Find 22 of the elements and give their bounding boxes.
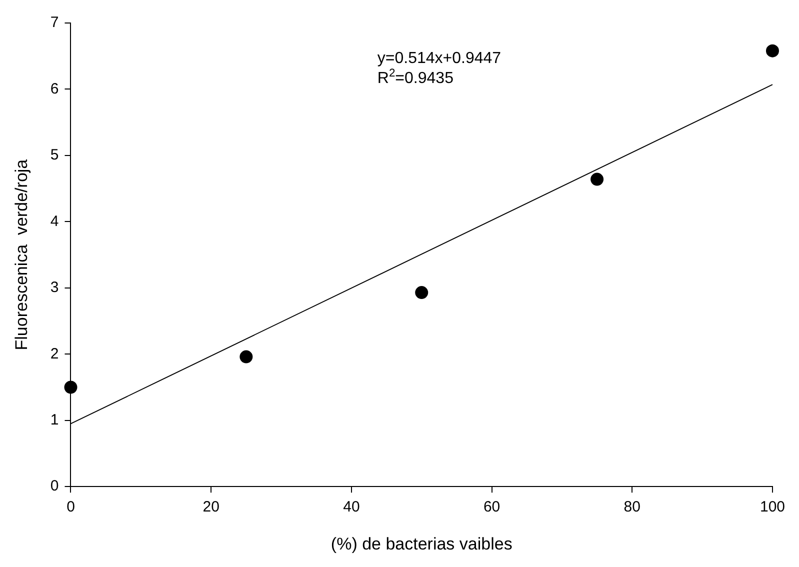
- x-axis-title: (%) de bacterias vaibles: [330, 534, 512, 554]
- y-axis-title: Fluorescenica verde/roja: [12, 158, 31, 350]
- x-tick-label: 40: [343, 498, 360, 516]
- y-tick-label: 2: [50, 345, 59, 362]
- y-tick-label: 5: [50, 146, 59, 164]
- point: [415, 286, 428, 300]
- x-tick-label: 0: [66, 498, 75, 516]
- y-tick-label: 1: [50, 412, 59, 429]
- point: [240, 350, 253, 364]
- y-tick-label: 4: [50, 212, 59, 230]
- y-tick-label: 6: [50, 80, 59, 98]
- x-tick-label: 60: [483, 498, 500, 516]
- x-tick-label: 80: [624, 498, 640, 516]
- y-tick-label: 0: [50, 478, 59, 495]
- y-tick-label: 7: [50, 14, 59, 32]
- x-tick-label: 100: [760, 498, 785, 516]
- point: [64, 380, 78, 394]
- x-tick-label: 20: [202, 498, 220, 516]
- annotation: y=0.514x+0.9447: [377, 50, 502, 67]
- y-tick-label: 3: [50, 279, 59, 296]
- point: [590, 172, 604, 186]
- point: [766, 44, 779, 58]
